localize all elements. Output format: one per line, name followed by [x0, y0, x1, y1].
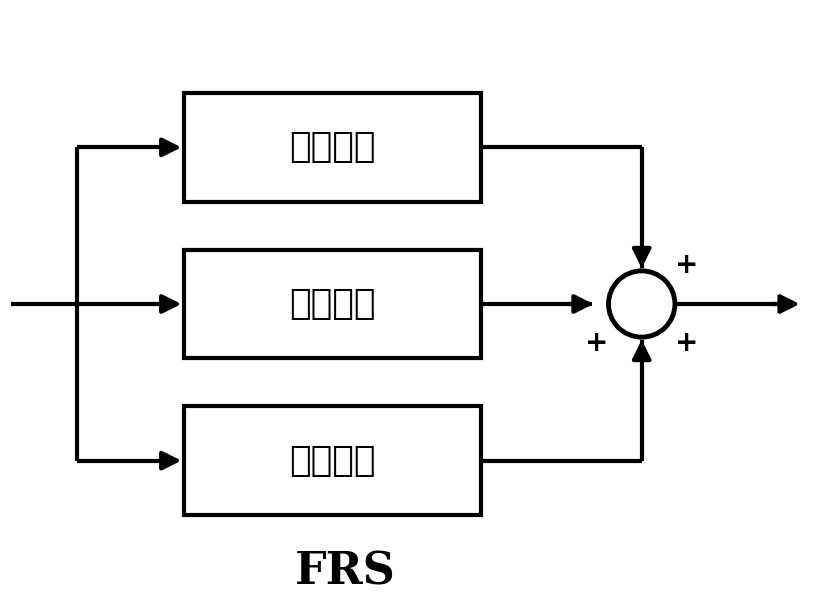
Bar — [184, 93, 481, 202]
Text: +: + — [676, 329, 699, 357]
Text: 惯量控制: 惯量控制 — [290, 130, 376, 164]
Bar — [184, 406, 481, 515]
Bar — [184, 250, 481, 358]
Text: FRS: FRS — [295, 551, 395, 593]
Text: +: + — [676, 251, 699, 279]
Text: 一次调频: 一次调频 — [290, 287, 376, 321]
Text: 二次调频: 二次调频 — [290, 444, 376, 478]
Text: +: + — [584, 329, 608, 357]
